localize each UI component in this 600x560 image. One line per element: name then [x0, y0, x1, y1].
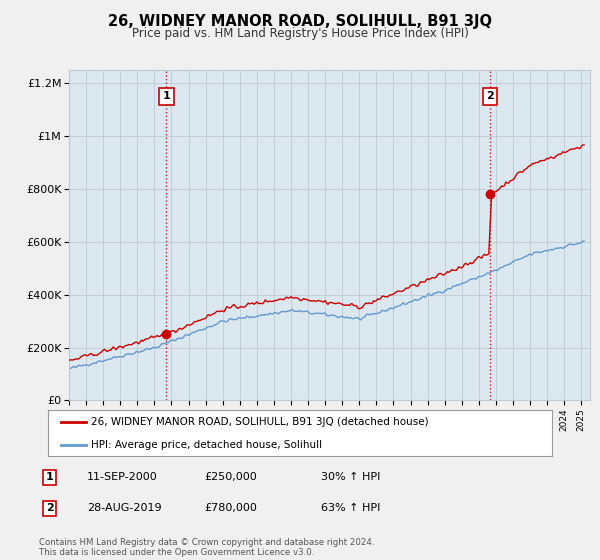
Text: 2: 2	[486, 91, 494, 101]
Text: 2: 2	[46, 503, 53, 514]
Text: HPI: Average price, detached house, Solihull: HPI: Average price, detached house, Soli…	[91, 440, 322, 450]
Text: 1: 1	[46, 472, 53, 482]
Text: Contains HM Land Registry data © Crown copyright and database right 2024.
This d: Contains HM Land Registry data © Crown c…	[39, 538, 374, 557]
Text: Price paid vs. HM Land Registry's House Price Index (HPI): Price paid vs. HM Land Registry's House …	[131, 27, 469, 40]
Text: 1: 1	[163, 91, 170, 101]
Text: £250,000: £250,000	[204, 472, 257, 482]
Text: 30% ↑ HPI: 30% ↑ HPI	[321, 472, 380, 482]
Text: 63% ↑ HPI: 63% ↑ HPI	[321, 503, 380, 514]
Text: 28-AUG-2019: 28-AUG-2019	[87, 503, 161, 514]
Text: 26, WIDNEY MANOR ROAD, SOLIHULL, B91 3JQ: 26, WIDNEY MANOR ROAD, SOLIHULL, B91 3JQ	[108, 14, 492, 29]
Text: 26, WIDNEY MANOR ROAD, SOLIHULL, B91 3JQ (detached house): 26, WIDNEY MANOR ROAD, SOLIHULL, B91 3JQ…	[91, 417, 428, 427]
Text: £780,000: £780,000	[204, 503, 257, 514]
Text: 11-SEP-2000: 11-SEP-2000	[87, 472, 158, 482]
